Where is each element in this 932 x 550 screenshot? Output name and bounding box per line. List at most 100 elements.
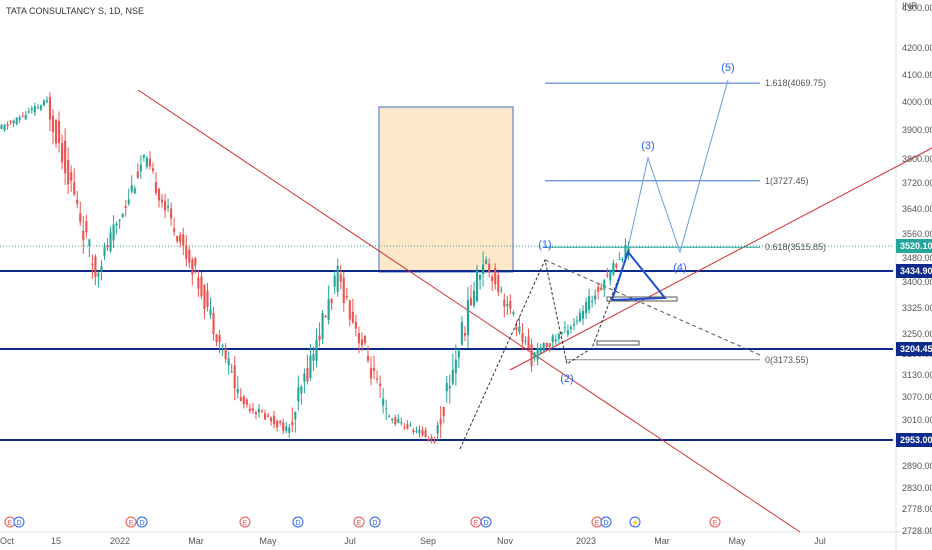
candle-down[interactable] [233, 365, 236, 388]
candle-down[interactable] [136, 171, 139, 178]
candle-up[interactable] [518, 326, 521, 333]
candle-up[interactable] [97, 272, 100, 277]
candle-up[interactable] [39, 105, 42, 110]
candle-down[interactable] [54, 120, 58, 144]
candle-up[interactable] [624, 245, 627, 259]
candle-down[interactable] [200, 276, 203, 297]
candle-up[interactable] [103, 246, 106, 256]
candle-down[interactable] [151, 168, 155, 171]
candle-down[interactable] [64, 140, 67, 174]
candle-up[interactable] [333, 275, 336, 287]
candle-down[interactable] [430, 437, 433, 439]
candle-up[interactable] [145, 157, 148, 167]
candle-down[interactable] [164, 200, 167, 211]
candle-up[interactable] [36, 107, 39, 109]
candle-up[interactable] [609, 269, 612, 281]
candle-down[interactable] [379, 383, 382, 387]
candle-down[interactable] [369, 367, 373, 379]
candle-down[interactable] [306, 367, 309, 382]
candle-up[interactable] [418, 429, 421, 434]
candle-down[interactable] [188, 249, 191, 263]
candle-up[interactable] [24, 114, 27, 120]
candle-down[interactable] [185, 245, 188, 259]
candle-down[interactable] [497, 275, 500, 293]
candle-down[interactable] [345, 295, 348, 298]
candle-up[interactable] [542, 343, 545, 352]
candle-up[interactable] [460, 322, 463, 345]
candle-up[interactable] [121, 214, 124, 218]
candle-down[interactable] [439, 419, 442, 425]
candle-down[interactable] [157, 188, 161, 201]
candle-up[interactable] [388, 416, 391, 418]
candle-down[interactable] [600, 287, 603, 291]
candle-down[interactable] [51, 115, 55, 133]
candle-down[interactable] [318, 335, 321, 341]
candle-down[interactable] [212, 312, 215, 335]
candle-down[interactable] [463, 333, 466, 336]
candle-down[interactable] [224, 348, 227, 360]
candle-down[interactable] [273, 415, 276, 425]
candle-down[interactable] [248, 408, 251, 412]
candle-down[interactable] [70, 172, 73, 181]
candle-up[interactable] [618, 259, 621, 261]
candle-down[interactable] [154, 181, 158, 193]
candle-up[interactable] [436, 425, 439, 434]
candle-down[interactable] [82, 230, 85, 241]
candle-up[interactable] [569, 327, 572, 330]
candle-up[interactable] [109, 232, 112, 252]
candle-up[interactable] [27, 111, 30, 113]
candle-up[interactable] [415, 430, 418, 432]
candle-up[interactable] [391, 418, 394, 421]
candle-down[interactable] [421, 429, 424, 436]
candle-down[interactable] [615, 263, 618, 268]
candle-up[interactable] [612, 263, 615, 275]
candle-up[interactable] [257, 409, 261, 413]
candle-up[interactable] [560, 332, 563, 335]
candle-down[interactable] [433, 440, 436, 443]
candle-up[interactable] [566, 330, 569, 335]
candle-up[interactable] [448, 386, 451, 389]
candle-up[interactable] [0, 125, 3, 129]
small-box-lower[interactable] [596, 340, 640, 346]
candle-up[interactable] [506, 303, 509, 307]
event-marker[interactable] [709, 516, 721, 528]
candle-up[interactable] [475, 269, 479, 302]
candle-down[interactable] [494, 268, 497, 285]
candle-down[interactable] [427, 439, 430, 441]
candle-up[interactable] [572, 324, 576, 326]
candle-up[interactable] [139, 164, 142, 172]
candle-down[interactable] [354, 321, 357, 329]
candle-up[interactable] [312, 354, 315, 361]
candle-down[interactable] [61, 143, 64, 163]
candle-up[interactable] [512, 312, 515, 315]
candle-up[interactable] [118, 219, 121, 221]
candle-up[interactable] [309, 355, 312, 378]
candle-down[interactable] [148, 158, 151, 167]
candle-up[interactable] [400, 422, 403, 424]
candle-down[interactable] [91, 263, 94, 265]
candle-down[interactable] [218, 335, 221, 342]
candle-up[interactable] [500, 289, 503, 291]
candle-down[interactable] [182, 234, 185, 246]
candle-down[interactable] [342, 277, 345, 303]
candle-down[interactable] [215, 334, 218, 343]
candle-up[interactable] [300, 386, 303, 394]
candle-down[interactable] [194, 257, 197, 266]
candle-up[interactable] [485, 259, 488, 264]
candle-down[interactable] [351, 311, 354, 323]
price-badge-3[interactable] [896, 433, 932, 447]
candle-down[interactable] [366, 356, 370, 361]
candle-up[interactable] [315, 339, 318, 361]
candle-up[interactable] [100, 266, 103, 272]
candle-down[interactable] [606, 274, 609, 277]
candle-up[interactable] [621, 258, 624, 261]
candlestick-series[interactable] [0, 92, 630, 445]
candle-up[interactable] [336, 265, 339, 292]
candle-down[interactable] [266, 415, 270, 417]
candle-down[interactable] [330, 299, 333, 304]
candle-down[interactable] [197, 277, 200, 289]
candle-down[interactable] [291, 421, 294, 426]
candle-down[interactable] [403, 426, 406, 428]
candle-down[interactable] [276, 420, 279, 428]
